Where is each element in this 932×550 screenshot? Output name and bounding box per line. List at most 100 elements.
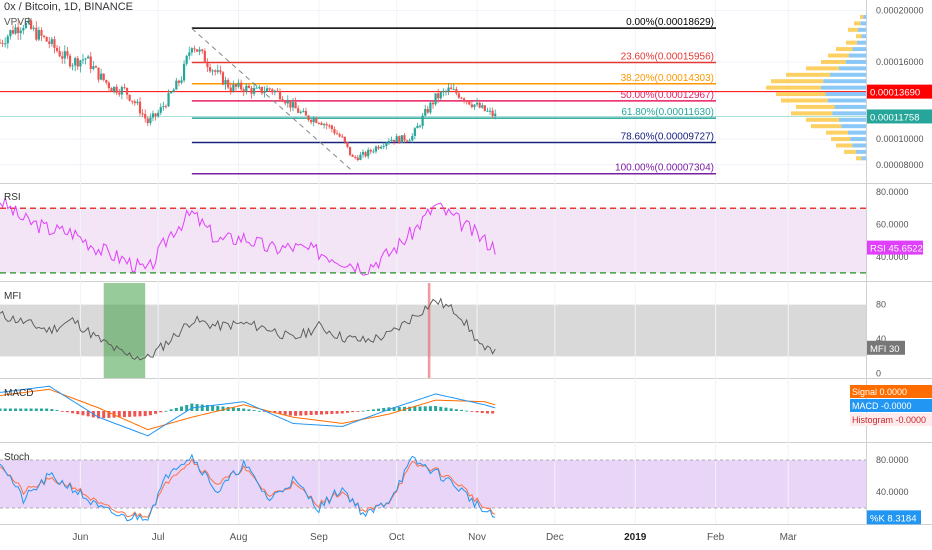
- volume-profile-bar: [827, 98, 866, 103]
- candle-body: [208, 67, 212, 72]
- candle-body: [364, 152, 367, 157]
- fib-level-label: 61.80%(0.00011630): [621, 107, 714, 118]
- candle-body: [377, 146, 380, 149]
- candle-body: [125, 87, 129, 95]
- volume-profile-bar: [841, 124, 866, 129]
- stoch-k-line: [0, 453, 496, 522]
- volume-profile-bar: [781, 98, 828, 103]
- candle-body: [87, 56, 90, 59]
- macd-histogram-bar: [309, 411, 313, 416]
- price-axis-tick-label: 0.00016000: [876, 57, 924, 67]
- macd-histogram-bar: [133, 411, 137, 417]
- candle-body: [289, 100, 292, 108]
- candle-body: [338, 134, 341, 137]
- macd-histogram-bar: [314, 411, 318, 415]
- candle-body: [403, 135, 406, 141]
- candle-body: [100, 73, 103, 80]
- macd-histogram-bar: [19, 408, 23, 411]
- candle-body: [105, 80, 108, 83]
- candle-body: [112, 86, 116, 92]
- macd-histogram-bar: [164, 410, 168, 412]
- current-price-badge: 0.00013690: [870, 88, 920, 99]
- candle-body: [315, 118, 318, 123]
- macd-histogram-bar: [159, 411, 163, 413]
- candle-body: [1, 42, 4, 44]
- candle-body: [382, 145, 385, 147]
- mfi-badge-bg: [867, 340, 905, 355]
- candle-body: [273, 90, 276, 93]
- candle-body: [413, 128, 416, 136]
- mfi-legend: MFI: [4, 291, 21, 302]
- candle-body: [359, 154, 362, 160]
- candle-body: [421, 115, 424, 126]
- macd-histogram-bar: [465, 410, 469, 412]
- macd-histogram-bar: [237, 408, 241, 411]
- macd-histogram-bar: [128, 411, 132, 417]
- macd-histogram-bar: [122, 411, 126, 418]
- candle-body: [307, 115, 310, 121]
- candle-body: [123, 87, 126, 89]
- candle-body: [40, 30, 43, 36]
- candle-body: [24, 22, 28, 28]
- candle-body: [335, 133, 339, 135]
- macd-histogram-bar: [14, 408, 18, 411]
- candle-body: [138, 101, 142, 114]
- volume-profile-bar: [836, 47, 853, 52]
- candle-body: [97, 67, 100, 80]
- macd-histogram-bar: [361, 410, 365, 412]
- rsi-axis-tick-label: 60.0000: [876, 219, 909, 229]
- volume-profile-bar: [861, 156, 866, 161]
- candle-body: [9, 30, 12, 37]
- candle-body: [452, 89, 455, 91]
- volume-profile-bar: [857, 27, 866, 32]
- mfi-line: [0, 297, 496, 361]
- candle-body: [162, 106, 165, 108]
- macd-histogram-bar: [221, 406, 225, 411]
- candle-body: [488, 110, 492, 112]
- candle-body: [268, 88, 271, 90]
- candle-body: [302, 111, 305, 113]
- candle-body: [14, 27, 17, 34]
- candle-body: [325, 124, 328, 126]
- macd-histogram-bar: [107, 411, 111, 418]
- fib-level-label: 50.00%(0.00012967): [621, 90, 714, 101]
- macd-histogram-bar: [262, 411, 266, 412]
- volume-profile-bar: [848, 130, 866, 135]
- candle-body: [450, 87, 453, 90]
- candle-body: [30, 20, 33, 29]
- macd-histogram-bar: [382, 407, 386, 411]
- candle-body: [400, 135, 403, 143]
- candle-body: [133, 101, 136, 104]
- candle-body: [149, 117, 152, 124]
- volume-profile-bar: [823, 79, 866, 84]
- candle-body: [463, 98, 466, 102]
- candle-body: [247, 85, 251, 89]
- macd-histogram-bar: [257, 410, 261, 412]
- candle-body: [475, 102, 479, 105]
- candle-body: [32, 27, 35, 29]
- volume-profile-bar: [806, 117, 839, 122]
- candle-body: [159, 107, 162, 113]
- candle-body: [232, 84, 235, 92]
- volume-profile-bar: [776, 92, 826, 97]
- candle-body: [258, 86, 261, 88]
- mfi-overbought-highlight: [427, 283, 431, 378]
- candle-body: [284, 101, 287, 104]
- candle-body: [291, 102, 295, 108]
- rsi-axis-tick-label: 40.0000: [876, 252, 909, 262]
- candle-body: [260, 86, 263, 94]
- macd-histogram-bar: [117, 411, 121, 418]
- candle-body: [374, 146, 378, 152]
- fib-level-label: 0.00%(0.00018629): [626, 17, 714, 28]
- candle-body: [136, 101, 139, 104]
- candle-body: [242, 89, 245, 92]
- candle-body: [172, 89, 175, 93]
- candle-body: [221, 72, 225, 85]
- volume-profile-bar: [850, 137, 866, 142]
- price-axis-tick-label: 0.00010000: [876, 134, 924, 144]
- candle-body: [170, 92, 173, 94]
- candle-body: [429, 102, 432, 113]
- macd-histogram-bar: [413, 406, 417, 411]
- volume-profile-bar: [848, 27, 858, 32]
